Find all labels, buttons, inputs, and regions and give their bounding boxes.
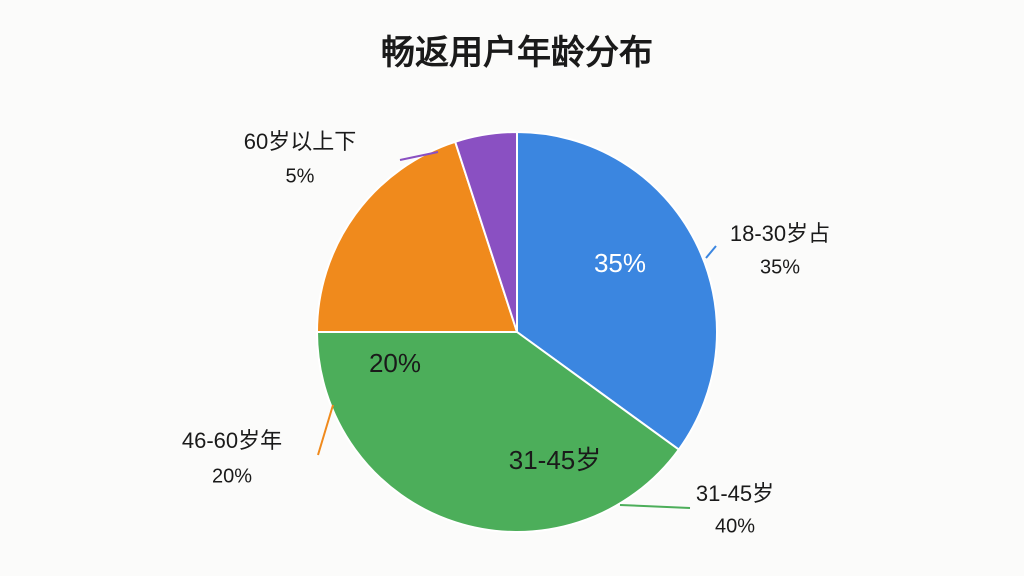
data-label: 35% [760, 256, 800, 278]
data-label: 40% [715, 515, 755, 537]
legend-label: 18-30岁占 [730, 221, 830, 246]
pie-slice [453, 130, 518, 333]
leader-line [399, 151, 439, 161]
leader-line [317, 404, 334, 456]
inner-label: 20% [369, 348, 421, 378]
legend-label: 46-60岁年 [182, 428, 282, 453]
pie-slice [315, 331, 681, 533]
inner-label: 31-45岁 [509, 445, 602, 475]
inner-label: 35% [594, 248, 646, 278]
pie-slice [315, 140, 519, 333]
leader-line [619, 504, 691, 509]
legend-label: 60岁以上下 [244, 129, 356, 154]
data-label: 5% [286, 165, 315, 187]
data-label: 20% [212, 465, 252, 487]
chart-title: 畅返用户年龄分布 [381, 34, 653, 72]
leader-line [705, 245, 717, 259]
pie-slice [516, 130, 718, 451]
legend-label: 31-45岁 [696, 481, 774, 506]
